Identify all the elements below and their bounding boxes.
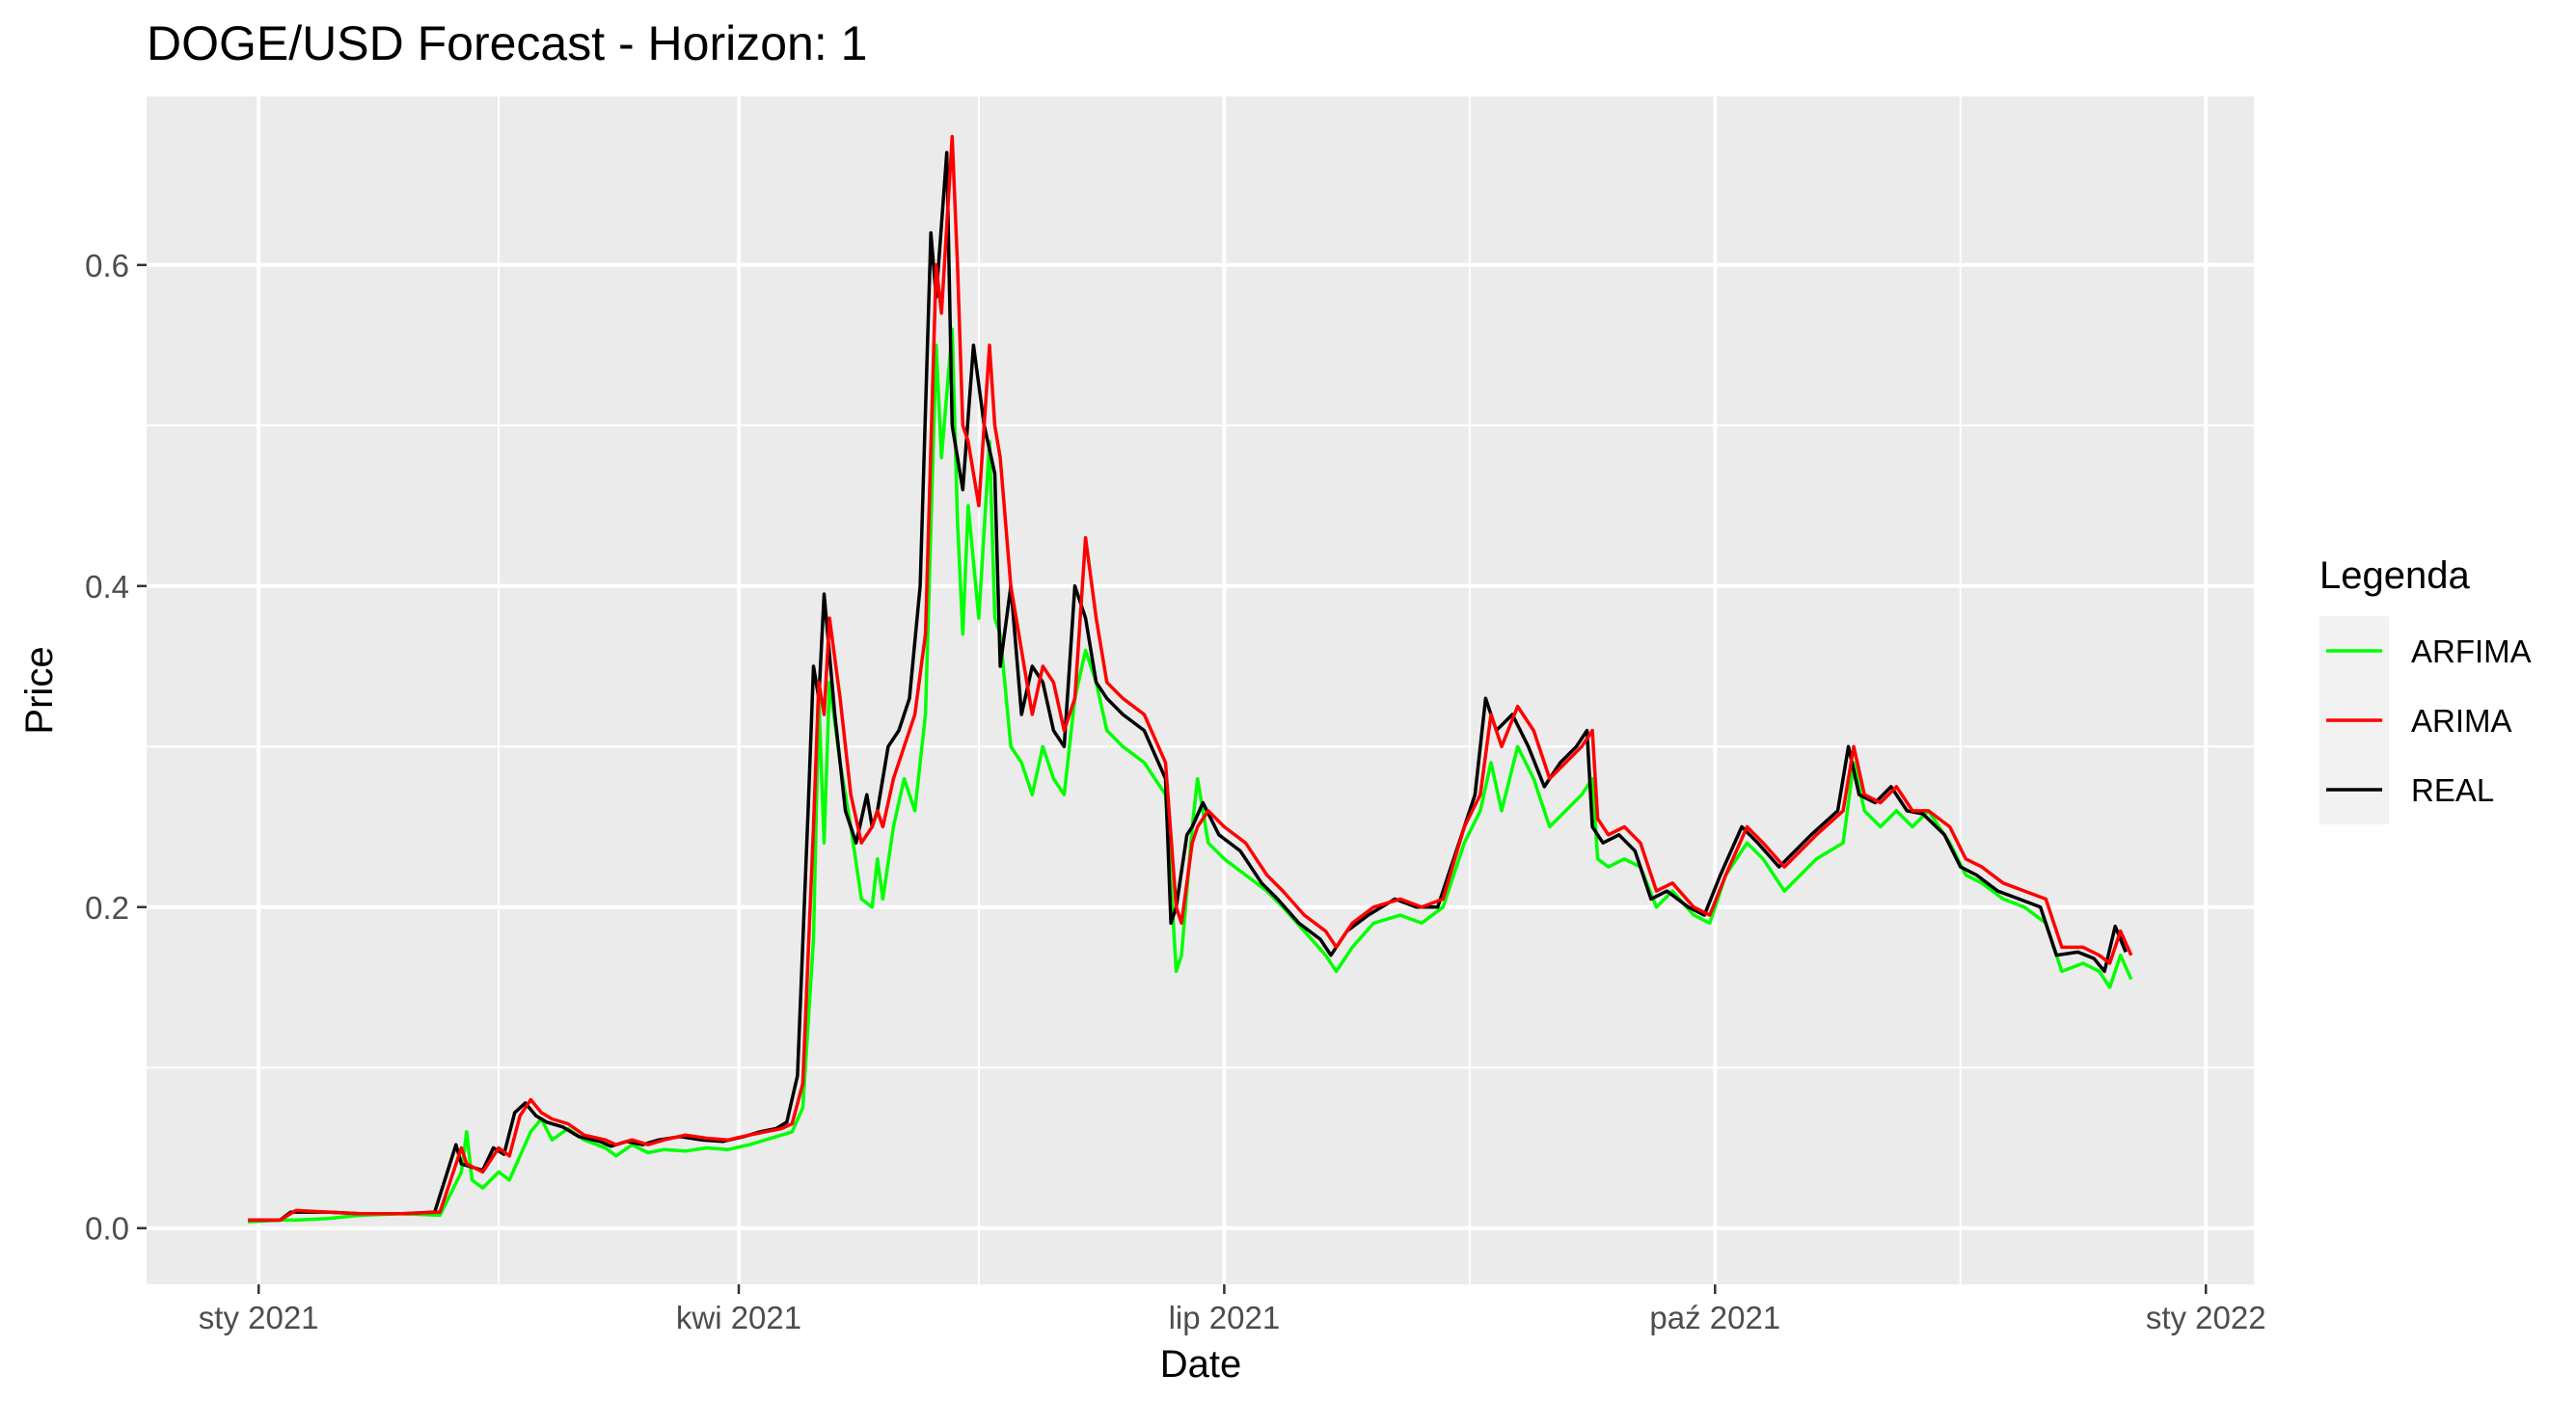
series-layer <box>248 134 2133 1224</box>
minor-gridlines <box>147 96 2254 1284</box>
y-axis-title: Price <box>18 646 61 734</box>
y-tick-label-1: 0.2 <box>85 890 129 926</box>
x-tick-label-1: kwi 2021 <box>676 1300 801 1335</box>
legend-title: Legenda <box>2319 554 2470 597</box>
x-tick-label-3: paź 2021 <box>1649 1300 1780 1335</box>
legend: Legenda ARFIMA ARIMA REAL <box>2319 554 2532 824</box>
y-tick-label-2: 0.4 <box>85 569 129 605</box>
chart-title: DOGE/USD Forecast - Horizon: 1 <box>147 16 867 70</box>
x-tick-label-0: sty 2021 <box>199 1300 319 1335</box>
y-tick-label-3: 0.6 <box>85 248 129 283</box>
legend-label-arfima: ARFIMA <box>2411 633 2532 669</box>
y-tick-label-0: 0.0 <box>85 1211 129 1247</box>
series-line-arima <box>248 134 2133 1223</box>
major-gridlines <box>147 96 2254 1284</box>
x-axis-title: Date <box>1160 1343 1242 1386</box>
x-tick-label-4: sty 2022 <box>2146 1300 2266 1335</box>
x-tick-label-2: lip 2021 <box>1169 1300 1281 1335</box>
plot-panel <box>147 96 2254 1284</box>
legend-label-real: REAL <box>2411 772 2494 808</box>
axis-ticks: 0.0 0.2 0.4 0.6 sty 2021 kwi 2021 lip 2021 paź … <box>85 248 2265 1335</box>
legend-label-arima: ARIMA <box>2411 703 2512 739</box>
